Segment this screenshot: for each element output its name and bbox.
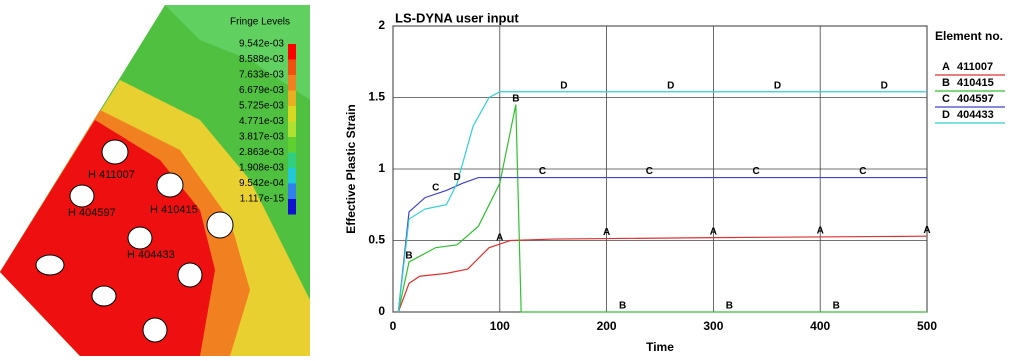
fringe-level: 3.817e-03 [239, 132, 284, 143]
series-marker: A [710, 226, 717, 237]
x-tick-label: 200 [597, 319, 617, 333]
legend-marker: B [942, 77, 950, 89]
series-marker: C [753, 166, 760, 177]
fringe-level: 9.542e-03 [239, 39, 284, 50]
series-marker: D [881, 80, 888, 91]
series-marker: D [667, 80, 674, 91]
series-marker: C [432, 183, 439, 194]
fringe-level: 5.725e-03 [239, 101, 284, 112]
series-marker: B [512, 93, 519, 104]
legend-label: 404597 [957, 93, 994, 105]
legend-marker: A [942, 61, 950, 73]
series-marker: C [859, 166, 866, 177]
fringe-swatch [288, 199, 296, 215]
fringe-swatch [288, 153, 296, 169]
series-marker: A [923, 225, 930, 236]
legend-label: 410415 [957, 77, 994, 89]
fringe-swatch [288, 75, 296, 91]
x-tick-label: 300 [703, 319, 723, 333]
series-marker: B [833, 301, 840, 312]
series-marker: B [619, 301, 626, 312]
y-tick-label: 0.5 [368, 233, 385, 247]
node-label: H 410415 [150, 204, 198, 216]
series-marker: A [603, 227, 610, 238]
page: H 411007 H 404597 H 410415 H 404433 Frin… [0, 0, 1011, 356]
node-label: H 404433 [127, 249, 175, 261]
x-tick-label: 500 [917, 319, 937, 333]
fringe-swatch [288, 91, 296, 107]
fringe-level: 4.771e-03 [239, 116, 284, 127]
fringe-swatch [288, 168, 296, 184]
series-marker: D [774, 80, 781, 91]
line-chart: LS-DYNA user input Time Effective Plasti… [344, 10, 1003, 354]
fringe-swatch [288, 122, 296, 138]
series-marker: B [726, 301, 733, 312]
fringe-level: 8.588e-03 [239, 54, 284, 65]
fringe-level: 9.542e-04 [239, 178, 284, 189]
fringe-swatch [288, 184, 296, 200]
fringe-level: 7.633e-03 [239, 70, 284, 81]
fringe-level: 2.863e-03 [239, 147, 284, 158]
fringe-level: 6.679e-03 [239, 85, 284, 96]
y-axis-label: Effective Plastic Strain [344, 104, 358, 233]
y-tick-label: 1.5 [368, 90, 385, 104]
node-label: H 404597 [68, 207, 116, 219]
legend-label: 404433 [957, 109, 994, 121]
x-tick-label: 0 [390, 319, 397, 333]
series-line [398, 236, 927, 312]
fringe-level: 1.908e-03 [239, 163, 284, 174]
node-label: H 411007 [88, 169, 135, 181]
fringe-level: 1.117e-15 [240, 194, 285, 205]
fringe-swatch [288, 60, 296, 76]
fringe-title: Fringe Levels [230, 17, 290, 28]
x-tick-label: 400 [810, 319, 830, 333]
series-marker: D [560, 80, 567, 91]
fringe-swatch [288, 137, 296, 153]
series-line [398, 105, 927, 312]
series-marker: C [646, 166, 653, 177]
series-marker: B [405, 251, 412, 262]
legend-label: 411007 [957, 61, 993, 73]
series-line [398, 92, 927, 312]
series-marker: D [453, 172, 460, 183]
chart-title: LS-DYNA user input [395, 10, 519, 25]
legend-marker: C [942, 93, 950, 105]
y-tick-label: 0 [378, 304, 385, 318]
legend-title: Element no. [935, 29, 1003, 43]
series-marker: A [817, 226, 824, 237]
series-line [398, 178, 927, 312]
y-tick-label: 1 [378, 161, 385, 175]
series-marker: A [496, 233, 503, 244]
x-axis-label: Time [646, 340, 674, 354]
series-marker: C [539, 166, 546, 177]
fringe-swatch [288, 106, 296, 122]
x-tick-label: 100 [490, 319, 510, 333]
y-tick-label: 2 [378, 18, 385, 32]
fringe-swatch [288, 44, 296, 60]
legend-marker: D [942, 109, 950, 121]
